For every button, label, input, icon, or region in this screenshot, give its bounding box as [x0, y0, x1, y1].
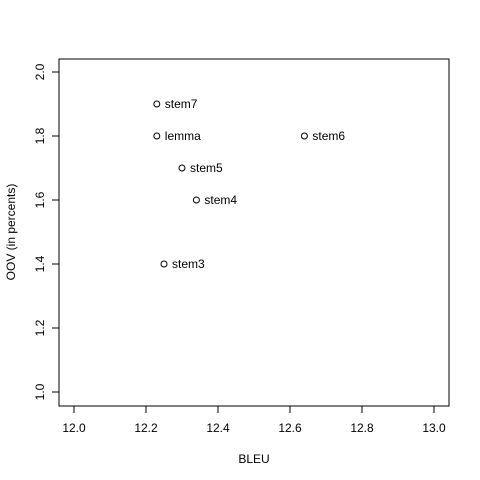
x-tick-label-4: 12.8 [350, 421, 374, 435]
data-point-label-stem6: stem6 [312, 129, 345, 143]
x-tick-label-3: 12.6 [278, 421, 302, 435]
data-point-stem7 [154, 101, 160, 107]
y-tick-label-0: 1.0 [33, 383, 47, 400]
y-axis: 1.0 1.2 1.4 1.6 1.8 2.0 [33, 63, 59, 400]
data-point-label-stem3: stem3 [172, 257, 205, 271]
y-tick-label-3: 1.6 [33, 191, 47, 208]
y-tick-label-1: 1.2 [33, 319, 47, 336]
data-points: stem7 lemma stem6 stem5 stem4 stem3 [154, 97, 346, 271]
data-point-stem4 [193, 197, 199, 203]
y-tick-label-2: 1.4 [33, 255, 47, 272]
x-tick-label-0: 12.0 [62, 421, 86, 435]
data-point-lemma [154, 133, 160, 139]
x-axis-label: BLEU [238, 452, 269, 466]
x-tick-label-5: 13.0 [422, 421, 446, 435]
data-point-stem6 [301, 133, 307, 139]
y-tick-label-4: 1.8 [33, 127, 47, 144]
y-tick-label-5: 2.0 [33, 63, 47, 80]
data-point-label-stem5: stem5 [190, 161, 223, 175]
x-axis: 12.0 12.2 12.4 12.6 12.8 13.0 [62, 406, 446, 435]
x-tick-label-1: 12.2 [134, 421, 158, 435]
y-axis-label: OOV (in percents) [4, 184, 18, 281]
plot-frame [59, 59, 449, 406]
data-point-stem5 [179, 165, 185, 171]
data-point-label-lemma: lemma [165, 129, 201, 143]
x-tick-label-2: 12.4 [206, 421, 230, 435]
data-point-label-stem4: stem4 [204, 193, 237, 207]
data-point-label-stem7: stem7 [165, 97, 198, 111]
data-point-stem3 [161, 261, 167, 267]
